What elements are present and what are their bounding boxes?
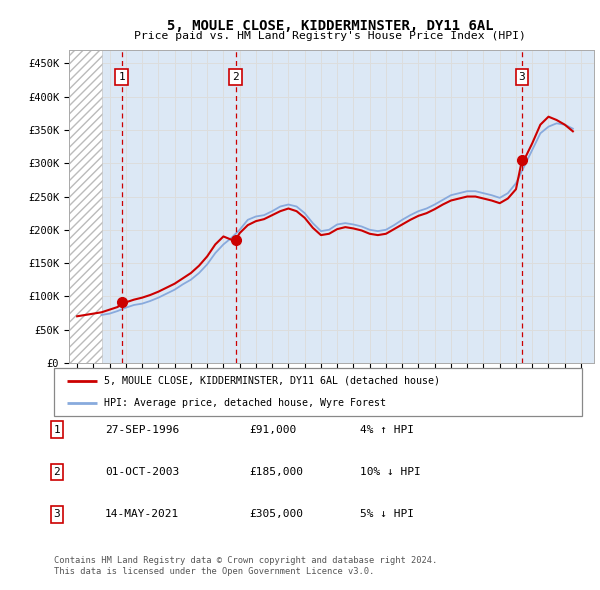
FancyBboxPatch shape	[54, 368, 582, 416]
Text: 4% ↑ HPI: 4% ↑ HPI	[360, 425, 414, 434]
Text: 2: 2	[53, 467, 61, 477]
Text: 1: 1	[118, 72, 125, 82]
Text: 2: 2	[232, 72, 239, 82]
Text: 5, MOULE CLOSE, KIDDERMINSTER, DY11 6AL: 5, MOULE CLOSE, KIDDERMINSTER, DY11 6AL	[167, 19, 493, 33]
Text: 3: 3	[53, 510, 61, 519]
Text: HPI: Average price, detached house, Wyre Forest: HPI: Average price, detached house, Wyre…	[104, 398, 386, 408]
Text: 01-OCT-2003: 01-OCT-2003	[105, 467, 179, 477]
Text: 5% ↓ HPI: 5% ↓ HPI	[360, 510, 414, 519]
Text: 14-MAY-2021: 14-MAY-2021	[105, 510, 179, 519]
Text: £305,000: £305,000	[249, 510, 303, 519]
Text: £91,000: £91,000	[249, 425, 296, 434]
Text: Price paid vs. HM Land Registry's House Price Index (HPI): Price paid vs. HM Land Registry's House …	[134, 31, 526, 41]
Text: Contains HM Land Registry data © Crown copyright and database right 2024.
This d: Contains HM Land Registry data © Crown c…	[54, 556, 437, 576]
Text: 27-SEP-1996: 27-SEP-1996	[105, 425, 179, 434]
Text: 1: 1	[53, 425, 61, 434]
Text: £185,000: £185,000	[249, 467, 303, 477]
Text: 10% ↓ HPI: 10% ↓ HPI	[360, 467, 421, 477]
Text: 3: 3	[518, 72, 526, 82]
Text: 5, MOULE CLOSE, KIDDERMINSTER, DY11 6AL (detached house): 5, MOULE CLOSE, KIDDERMINSTER, DY11 6AL …	[104, 376, 440, 386]
